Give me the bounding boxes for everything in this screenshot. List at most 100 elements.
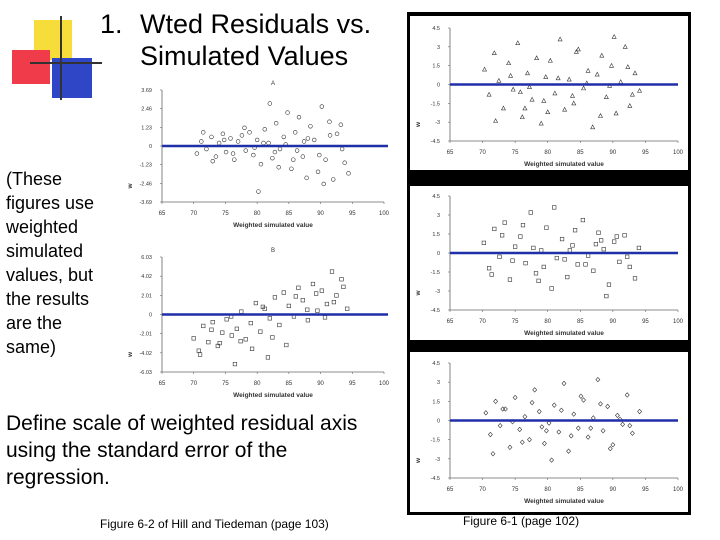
data-point [345,306,350,311]
data-point [334,293,339,298]
data-point [601,247,606,252]
data-point [305,307,310,312]
data-point [597,113,603,118]
x-tick-label: 65 [447,150,454,156]
data-point [518,234,523,239]
x-tick-label: 95 [642,487,649,493]
data-point [525,70,531,76]
data-point [305,136,311,141]
y-axis-label: w [127,351,134,358]
data-point [253,300,258,306]
x-tick-label: 70 [479,150,486,156]
data-point [612,239,617,244]
data-point [267,101,273,106]
data-point [604,293,609,299]
x-tick-label: 70 [190,381,197,387]
data-point [519,439,525,445]
data-point [217,341,222,346]
data-point [321,181,326,187]
data-point [267,316,272,321]
x-tick-label: 70 [190,211,197,217]
y-tick-label: 3 [437,213,440,219]
data-point [607,445,613,452]
x-tick-label: 90 [317,381,324,387]
data-point [191,336,196,341]
x-tick-label: 65 [447,319,454,325]
data-point [506,60,512,66]
y-tick-label: -4.5 [431,476,440,482]
x-tick-label: 70 [479,487,486,493]
data-point [541,97,547,103]
data-point [557,36,563,42]
data-point [561,380,567,387]
y-tick-label: 4.5 [432,194,440,200]
data-point [265,355,271,360]
data-point [624,392,630,398]
data-point [615,412,620,419]
decor-red-square [12,50,50,84]
data-point [606,282,612,287]
data-point [293,130,298,135]
data-point [542,440,547,447]
chart-panel-4: 4.5 3 1.5 0 -1.5 -3 -4.5 65 70 75 80 85 90 95 100 Weigh… [410,186,688,340]
data-point [515,40,521,45]
data-point [558,407,564,413]
y-tick-label: -3 [435,120,440,126]
data-point [286,303,291,309]
data-point [513,244,518,249]
data-point [232,361,238,367]
data-point [632,276,638,281]
x-axis-label: Weighted simulated value [233,222,313,229]
data-point [519,114,525,120]
data-point [201,130,206,135]
y-tick-label: 3 [437,380,440,386]
data-point [598,401,603,407]
data-point [294,148,300,153]
data-point [490,451,496,457]
x-tick-label: 80 [544,150,551,156]
data-point [543,74,549,79]
data-point [617,259,622,264]
x-tick-label: 65 [159,211,166,217]
data-point [232,157,237,162]
chart-background [125,78,395,238]
data-point [565,274,570,280]
y-tick-label: 4.5 [432,26,440,32]
data-point [559,236,565,242]
data-point [622,233,627,238]
y-tick-label: 1.5 [432,64,440,70]
x-tick-label: 95 [642,150,649,156]
data-point [315,169,321,174]
data-point [636,245,642,251]
data-point [568,433,574,439]
data-point [529,399,535,406]
data-point [546,420,552,426]
data-point [270,335,275,340]
data-point [305,318,310,323]
data-point [573,49,579,54]
data-point [209,327,214,332]
x-tick-label: 85 [577,150,584,156]
data-point [534,55,540,61]
x-tick-label: 75 [512,487,519,493]
data-point [610,442,616,448]
chart-panel-3: 4.5 3 1.5 0 -1.5 -3 -4.5 65 70 75 80 85 90 95 100 Weigh… [410,16,688,170]
data-point [260,304,265,309]
x-tick-label: 80 [254,381,261,387]
data-point [571,100,577,106]
data-point [281,290,286,295]
data-point [556,429,562,435]
data-point [249,346,255,351]
data-point [627,422,633,429]
data-point [500,406,506,412]
data-point [314,291,319,296]
data-point [517,89,523,94]
x-tick-label: 80 [254,211,261,217]
data-point [575,425,581,431]
data-point [199,139,204,144]
y-axis-label: w [127,183,134,190]
data-point [230,151,236,156]
x-tick-label: 85 [286,211,293,217]
data-point [609,62,615,68]
data-point [317,152,322,158]
